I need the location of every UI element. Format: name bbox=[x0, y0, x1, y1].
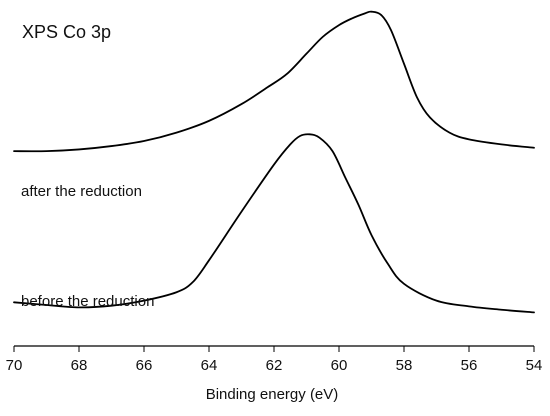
x-axis: 70 68 66 64 62 60 58 56 54 bbox=[6, 345, 543, 374]
x-axis-title: Binding energy (eV) bbox=[206, 386, 339, 403]
chart-title: XPS Co 3p bbox=[22, 22, 111, 42]
x-tick-label: 62 bbox=[266, 357, 283, 374]
series-label-before-the-reduction: before the reduction bbox=[21, 293, 154, 310]
series-line-after-the-reduction bbox=[13, 10, 535, 153]
x-tick-label: 56 bbox=[461, 357, 478, 374]
x-tick-label: 58 bbox=[396, 357, 413, 374]
x-tick-label: 66 bbox=[136, 357, 153, 374]
series-line-before-the-reduction bbox=[13, 133, 535, 314]
plot-area bbox=[13, 10, 535, 314]
series-label-after-the-reduction: after the reduction bbox=[21, 183, 142, 200]
x-tick-label: 70 bbox=[6, 357, 23, 374]
x-tick-label: 68 bbox=[71, 357, 88, 374]
x-tick-label: 64 bbox=[201, 357, 218, 374]
x-tick-label: 60 bbox=[331, 357, 348, 374]
x-tick-label: 54 bbox=[526, 357, 543, 374]
x-ticks: 70 68 66 64 62 60 58 56 54 bbox=[6, 346, 543, 374]
